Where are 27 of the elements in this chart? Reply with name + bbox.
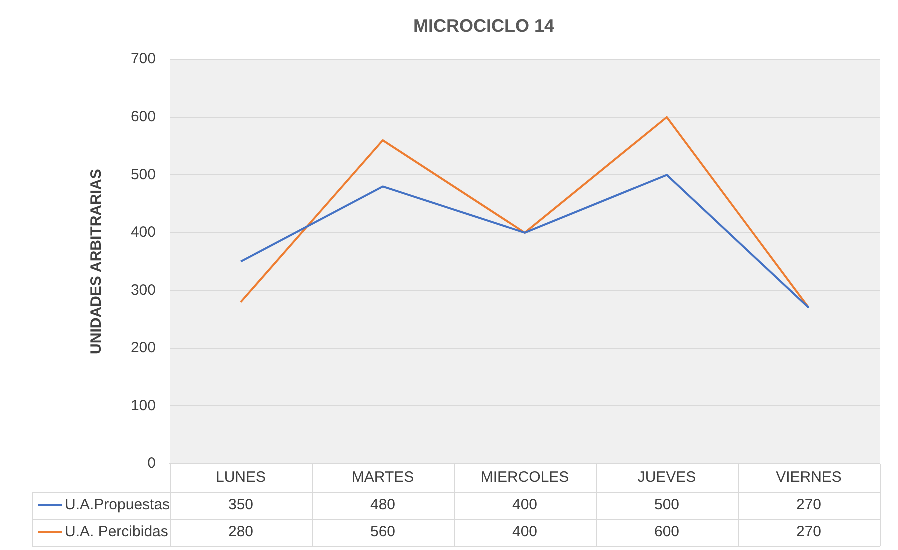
y-tick-label: 500 [130,166,156,184]
x-tick-label: JUEVES [638,469,696,486]
legend-label: U.A. Percibidas [65,524,168,541]
data-label: 270 [796,524,822,541]
data-label: 270 [796,496,822,514]
legend-label: U.A.Propuestas [65,496,170,514]
y-tick-label: 700 [130,50,156,68]
y-tick-label: 600 [130,108,156,126]
y-tick-label: 100 [130,397,156,414]
y-axis-title: UNIDADES ARBITRARIAS [88,169,106,354]
data-label: 350 [228,496,254,514]
data-label: 400 [512,524,538,541]
chart-title: MICROCICLO 14 [413,16,555,36]
data-label: 500 [654,496,680,514]
y-tick-label: 200 [130,340,156,357]
x-tick-label: LUNES [216,469,266,486]
x-tick-label: MIERCOLES [480,469,570,486]
y-tick-label: 300 [130,282,156,299]
data-label: 280 [228,524,254,541]
data-label: 600 [654,524,680,541]
y-tick-label: 0 [148,455,156,472]
y-tick-label: 400 [130,224,156,242]
data-label: 400 [512,496,538,514]
x-tick-label: VIERNES [776,469,842,486]
data-label: 480 [370,496,396,514]
x-tick-label: MARTES [352,469,414,486]
data-label: 560 [370,524,396,541]
